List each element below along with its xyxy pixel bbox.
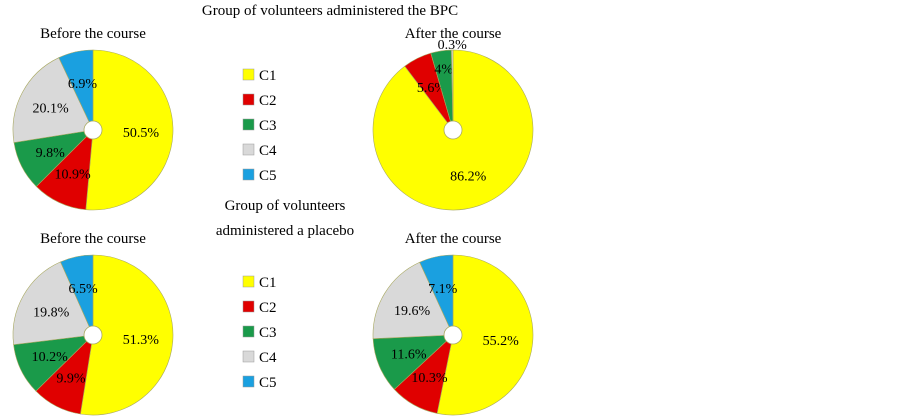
slice-label: 6.9% xyxy=(68,77,98,92)
slice-label: 19.8% xyxy=(33,305,70,320)
slice-label: 0.3% xyxy=(438,38,468,53)
legend-label-C5: C5 xyxy=(259,168,277,184)
bottom-group-title-line2: administered a placebo xyxy=(216,223,354,239)
slice-label: 9.8% xyxy=(36,146,66,161)
pie-slice-C5 xyxy=(58,49,94,131)
legend-label-C2: C2 xyxy=(259,300,277,316)
legend-swatch-C1 xyxy=(242,275,255,288)
pie-title: After the course xyxy=(405,231,502,247)
pie-center-hole xyxy=(83,325,103,345)
pie-slice-C1 xyxy=(85,49,174,211)
legend-swatch-C4 xyxy=(242,350,255,363)
legend-swatch-C2 xyxy=(242,93,255,106)
legend-swatch-C3 xyxy=(242,325,255,338)
slice-label: 4% xyxy=(434,62,453,77)
pie-chart-4: After the course 55.2% 10.3% 11.6% 19.6% 7.1% xyxy=(372,231,534,416)
legend-label-C3: C3 xyxy=(259,118,277,134)
pie-center-hole xyxy=(443,120,463,140)
slice-label: 9.9% xyxy=(56,372,86,387)
legend-1: C1 C2 C3 C4 C5 xyxy=(242,68,277,184)
pie-center-hole xyxy=(83,120,103,140)
slice-label: 6.5% xyxy=(68,282,98,297)
pie-slice-C5 xyxy=(419,254,454,336)
legend-swatch-C4 xyxy=(242,143,255,156)
slice-label: 10.9% xyxy=(55,167,92,182)
legend-swatch-C2 xyxy=(242,300,255,313)
pie-slice-C4 xyxy=(372,261,454,339)
pie-title: Before the course xyxy=(40,26,146,42)
legend-swatch-C3 xyxy=(242,118,255,131)
pie-center-hole xyxy=(443,325,463,345)
pie-slice-C1 xyxy=(436,254,534,416)
legend-swatch-C5 xyxy=(242,375,255,388)
pie-slice-C1 xyxy=(80,254,174,416)
slice-label: 10.2% xyxy=(32,350,69,365)
pie-slice-C4 xyxy=(451,49,454,131)
pie-slice-C5 xyxy=(60,254,94,336)
pie-slice-C4 xyxy=(12,261,94,345)
legend-swatch-C5 xyxy=(242,168,255,181)
slice-label: 11.6% xyxy=(391,348,427,363)
pie-title: After the course xyxy=(405,26,502,42)
legend-label-C5: C5 xyxy=(259,375,277,391)
legend-label-C2: C2 xyxy=(259,93,277,109)
slice-label: 10.3% xyxy=(411,371,448,386)
legend-label-C3: C3 xyxy=(259,325,277,341)
slice-label: 51.3% xyxy=(123,333,160,348)
slice-label: 5.6% xyxy=(417,81,447,96)
slice-label: 7.1% xyxy=(428,282,458,297)
legend-label-C4: C4 xyxy=(259,350,277,366)
pie-chart-3: Before the course 51.3% 9.9% 10.2% 19.8% 6.5% xyxy=(12,231,174,416)
slice-label: 50.5% xyxy=(123,126,160,141)
bottom-group-title-line1: Group of volunteers xyxy=(225,198,346,214)
legend-label-C1: C1 xyxy=(259,275,277,291)
top-group-title: Group of volunteers administered the BPC xyxy=(202,3,458,19)
slice-label: 55.2% xyxy=(483,334,520,349)
legend-2: C1 C2 C3 C4 C5 xyxy=(242,275,277,391)
legend-label-C4: C4 xyxy=(259,143,277,159)
pie-slice-C4 xyxy=(12,57,94,143)
pie-title: Before the course xyxy=(40,231,146,247)
legend-label-C1: C1 xyxy=(259,68,277,84)
pie-chart-1: Before the course 50.5% 10.9% 9.8% 20.1% 6.9% xyxy=(12,26,174,211)
legend-swatch-C1 xyxy=(242,68,255,81)
pie-chart-2: After the course 86.2% 5.6% 4% 0.3% xyxy=(372,26,534,211)
slice-label: 20.1% xyxy=(32,102,69,117)
slice-label: 86.2% xyxy=(450,170,487,185)
slice-label: 19.6% xyxy=(394,304,431,319)
